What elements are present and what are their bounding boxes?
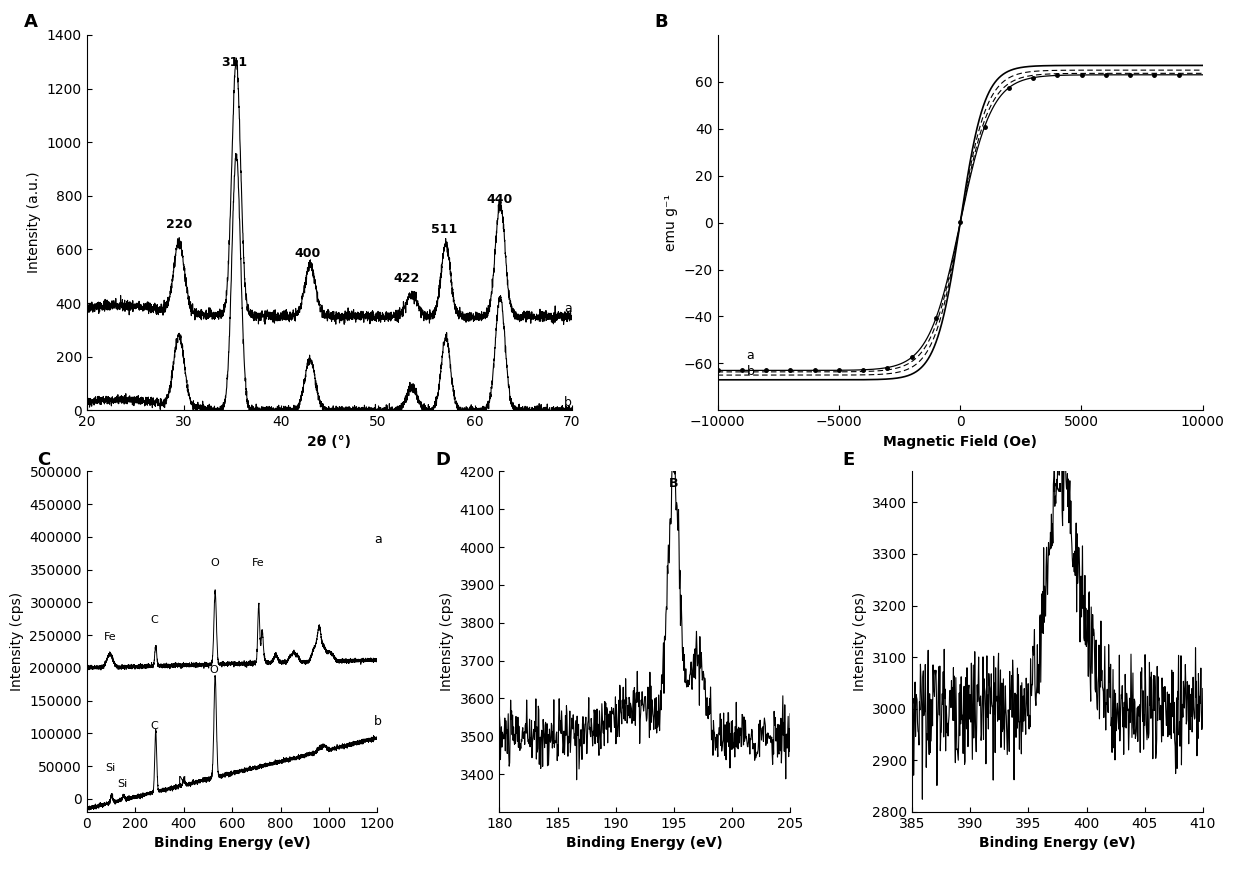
Text: N: N: [1053, 482, 1063, 495]
Text: a: a: [746, 348, 754, 361]
Text: Fe: Fe: [103, 632, 117, 643]
Y-axis label: Intensity (cps): Intensity (cps): [853, 592, 867, 691]
Text: 220: 220: [166, 218, 192, 231]
Text: E: E: [842, 450, 854, 469]
Text: C: C: [151, 615, 159, 625]
Text: a: a: [373, 533, 382, 546]
X-axis label: Binding Energy (eV): Binding Energy (eV): [980, 836, 1136, 850]
Text: 422: 422: [394, 272, 420, 285]
Text: C: C: [150, 721, 157, 731]
Text: 400: 400: [295, 247, 321, 260]
Y-axis label: Intensity (cps): Intensity (cps): [440, 592, 454, 691]
Text: a: a: [564, 302, 572, 315]
Text: b: b: [564, 396, 572, 409]
Text: 511: 511: [430, 223, 458, 237]
Text: O: O: [211, 558, 219, 567]
Text: 311: 311: [221, 56, 247, 69]
Text: Fe: Fe: [252, 558, 264, 567]
Text: A: A: [24, 13, 37, 31]
Y-axis label: emu g⁻¹: emu g⁻¹: [663, 194, 678, 251]
Y-axis label: Intensity (a.u.): Intensity (a.u.): [27, 172, 41, 273]
Y-axis label: Intensity (cps): Intensity (cps): [10, 592, 24, 691]
Text: D: D: [435, 450, 450, 469]
Text: O: O: [210, 665, 218, 675]
Text: Si: Si: [118, 779, 128, 789]
Text: 440: 440: [486, 193, 512, 205]
Text: B: B: [670, 477, 678, 490]
X-axis label: 2θ (°): 2θ (°): [308, 435, 351, 449]
Text: B: B: [655, 13, 668, 31]
X-axis label: Binding Energy (eV): Binding Energy (eV): [154, 836, 310, 850]
X-axis label: Magnetic Field (Oe): Magnetic Field (Oe): [883, 435, 1037, 449]
Text: b: b: [373, 715, 382, 728]
Text: N: N: [179, 776, 187, 787]
Text: b: b: [746, 365, 755, 378]
Text: C: C: [37, 450, 51, 469]
Text: Si: Si: [105, 763, 115, 773]
X-axis label: Binding Energy (eV): Binding Energy (eV): [567, 836, 723, 850]
